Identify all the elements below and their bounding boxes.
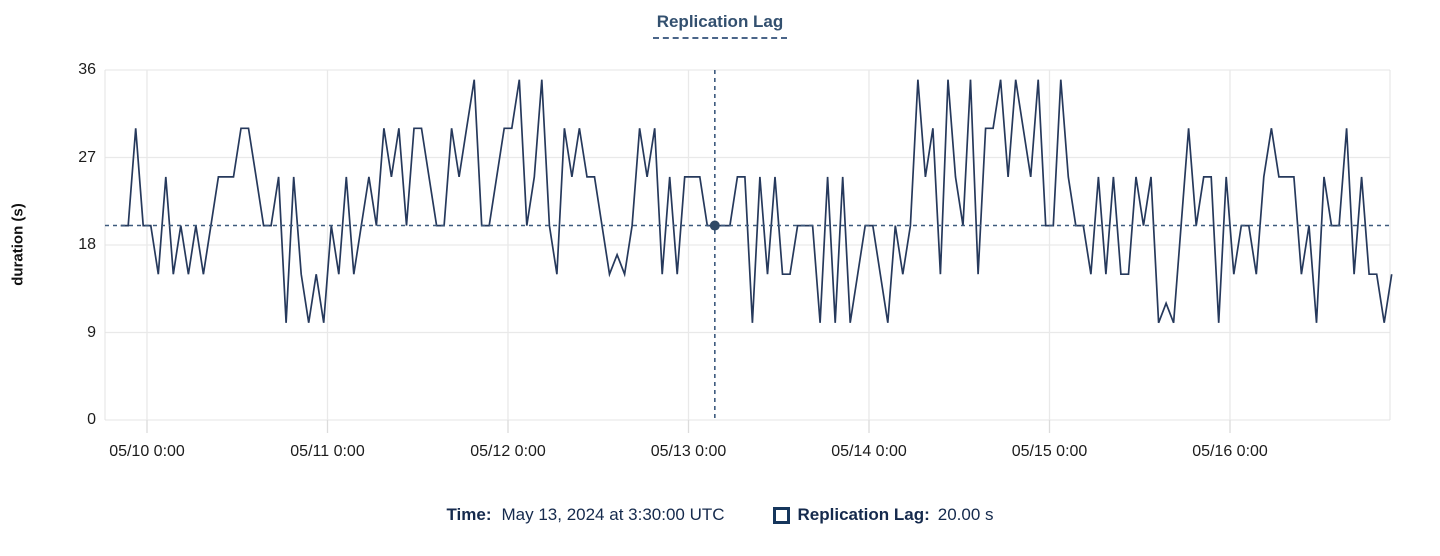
tooltip-time-label: Time: xyxy=(446,505,492,524)
tooltip-series-value: 20.00 s xyxy=(937,505,994,524)
x-tick-label: 05/16 0:00 xyxy=(1192,443,1268,460)
y-tick-label: 0 xyxy=(87,411,96,428)
tooltip-readout-bar: Time: May 13, 2024 at 3:30:00 UTC Replic… xyxy=(0,505,1440,525)
x-tick-label: 05/10 0:00 xyxy=(109,443,185,460)
crosshair-point-marker xyxy=(709,220,720,231)
y-tick-label: 36 xyxy=(78,61,96,78)
x-tick-label: 05/12 0:00 xyxy=(470,443,546,460)
y-tick-label: 27 xyxy=(78,148,96,166)
x-tick-label: 05/14 0:00 xyxy=(831,443,907,460)
y-tick-label: 18 xyxy=(78,236,96,253)
chart-title-row: Replication Lag xyxy=(0,12,1440,39)
legend-series-checkbox-icon[interactable] xyxy=(772,506,790,524)
chart-plot-area[interactable] xyxy=(0,0,1440,500)
tooltip-time-value: May 13, 2024 at 3:30:00 UTC xyxy=(501,505,725,524)
replication-lag-series-line xyxy=(120,79,1393,324)
y-tick-label: 9 xyxy=(87,323,96,341)
x-tick-label: 05/11 0:00 xyxy=(290,443,365,460)
x-tick-label: 05/13 0:00 xyxy=(650,443,727,460)
x-tick-label: 05/15 0:00 xyxy=(1011,443,1088,460)
legend-item-replication-lag[interactable]: Replication Lag: 20.00 s xyxy=(772,505,994,525)
tooltip-series-label: Replication Lag: xyxy=(797,505,930,524)
chart-title[interactable]: Replication Lag xyxy=(652,12,788,39)
